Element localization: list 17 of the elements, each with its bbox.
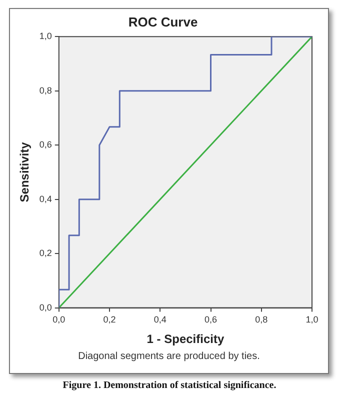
y-tick-label: 0,2 [39, 248, 52, 258]
x-tick-label: 0,4 [154, 314, 166, 325]
text: Diagonal segments are produced by ties. [77, 351, 261, 362]
caption: Figure 1. Demonstration of statistical significance. [62, 380, 278, 391]
y-tick-label: 0,8 [39, 85, 52, 96]
x-tick-label: 1,0 [306, 314, 318, 325]
chart-title: ROC Curve [128, 14, 198, 30]
x-tick-label: 0,0 [52, 314, 66, 325]
x-tick-label: 0,6 [204, 314, 218, 325]
x-tick-label: 0,2 [103, 314, 116, 325]
y-tick-label: 0,0 [39, 302, 52, 312]
y-axis-title: Sensitivity [18, 142, 32, 202]
y-tick-label: 1,0 [39, 31, 52, 42]
y-tick-label: 0,4 [39, 194, 52, 204]
x-axis-title: 1 - Specificity [146, 332, 224, 346]
y-tick-label: 0,6 [39, 140, 52, 150]
x-tick-label: 0,8 [255, 314, 268, 325]
